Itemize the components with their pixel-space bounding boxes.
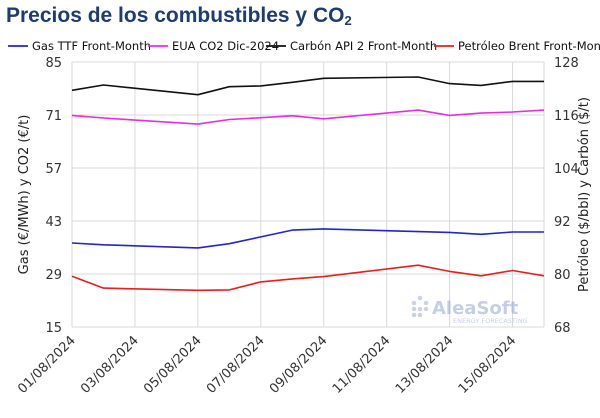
x-tick-label: 11/08/2024 — [330, 333, 394, 397]
series-line-gas-ttf-front-month — [71, 228, 544, 249]
logo-dot — [411, 306, 417, 312]
right-tick-label: 68 — [554, 321, 571, 336]
legend-label: Carbón API 2 Front-Month — [290, 39, 437, 53]
chart-title-subscript: 2 — [344, 13, 352, 28]
logo-dot — [411, 312, 417, 318]
logo-dot — [417, 312, 423, 318]
x-tick-label: 01/08/2024 — [15, 333, 79, 397]
left-tick-label: 71 — [45, 109, 62, 124]
logo-dot — [423, 306, 429, 312]
series-line-eua-co2-dic-2024 — [71, 109, 545, 125]
left-tick-label: 29 — [45, 268, 62, 283]
watermark-brand: AleaSoft — [432, 298, 519, 319]
logo-dot — [417, 306, 423, 312]
legend-label: Petróleo Brent Front-Month — [458, 39, 600, 53]
logo-dot — [423, 300, 429, 306]
chart-title-text: Precios de los combustibles y CO — [6, 4, 345, 27]
watermark-tagline: ENERGY FORECASTING — [453, 317, 528, 325]
legend-label: EUA CO2 Dic-2024 — [172, 39, 279, 53]
left-tick-label: 57 — [45, 162, 62, 177]
right-axis-label: Petróleo ($/bbl) y Carbón ($/t) — [577, 97, 592, 292]
logo-dot — [411, 300, 417, 306]
left-tick-label: 43 — [45, 215, 62, 230]
x-tick-label: 05/08/2024 — [141, 333, 205, 397]
left-tick-label: 85 — [45, 56, 62, 71]
series-line-carb-n-api-2-front-month — [71, 76, 544, 96]
left-axis-label: Gas (€/MWh) y CO2 (€/t) — [17, 115, 32, 275]
x-tick-label: 13/08/2024 — [393, 333, 457, 397]
x-tick-label: 09/08/2024 — [267, 333, 331, 397]
right-tick-label: 92 — [554, 215, 571, 230]
series-line-petr-leo-brent-front-month — [71, 264, 545, 292]
x-tick-label: 15/08/2024 — [456, 333, 520, 397]
x-tick-label: 07/08/2024 — [204, 333, 268, 397]
right-tick-label: 104 — [554, 162, 579, 177]
logo-dot — [417, 295, 423, 301]
x-tick-label: 03/08/2024 — [78, 333, 142, 397]
right-tick-label: 116 — [554, 109, 579, 124]
right-tick-label: 128 — [554, 56, 579, 71]
left-tick-label: 15 — [45, 321, 62, 336]
legend-label: Gas TTF Front-Month — [32, 39, 151, 53]
right-tick-label: 80 — [554, 268, 571, 283]
chart-title: Precios de los combustibles y CO2 — [6, 4, 352, 28]
